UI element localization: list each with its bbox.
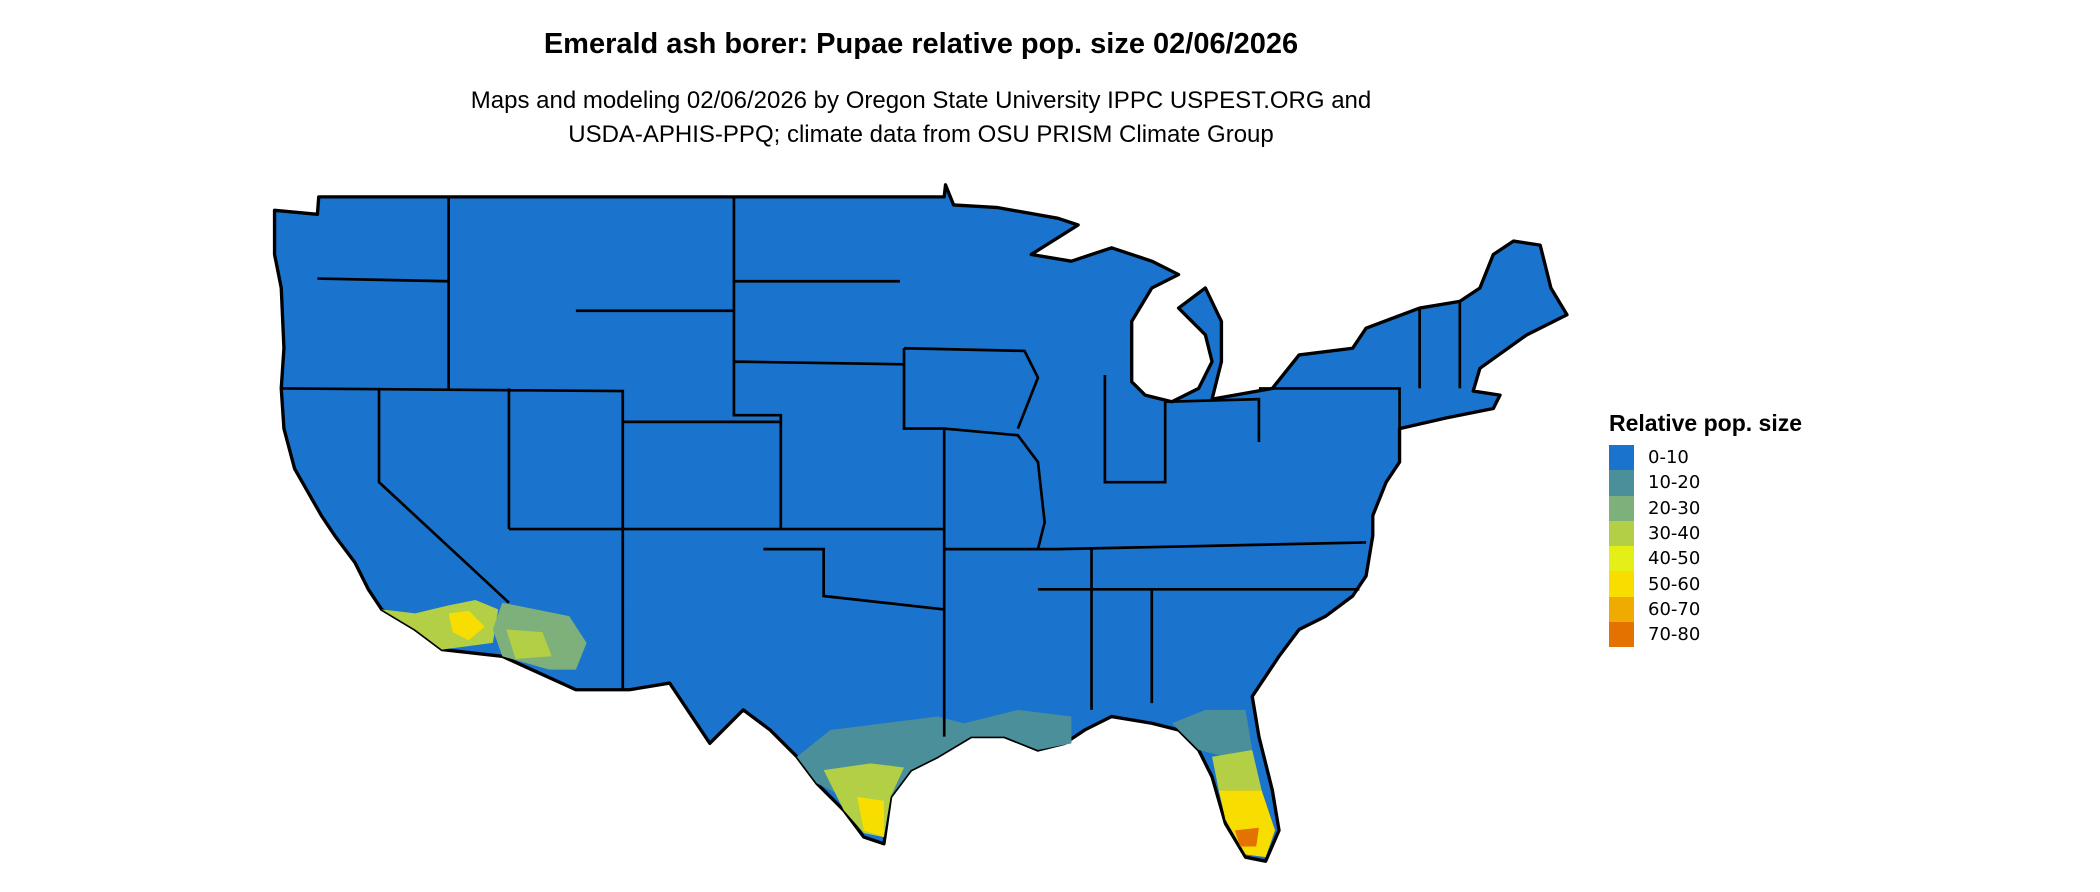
subtitle-line-2: USDA-APHIS-PPQ; climate data from OSU PR… xyxy=(568,121,1274,148)
legend: Relative pop. size 0-10 10-20 20-30 30-40 40… xyxy=(1609,410,1803,648)
us-outline xyxy=(272,183,1569,863)
legend-label: 30-40 xyxy=(1648,523,1701,545)
legend-label: 50-60 xyxy=(1648,573,1701,595)
map-title: Emerald ash borer: Pupae relative pop. s… xyxy=(543,28,1299,60)
legend-item: 40-50 xyxy=(1609,546,1802,572)
patch-fl-south xyxy=(1218,790,1275,858)
legend-item: 70-80 xyxy=(1609,622,1802,648)
legend-label: 70-80 xyxy=(1648,624,1701,646)
legend-item: 60-70 xyxy=(1609,596,1802,623)
patch-fl-north xyxy=(1171,709,1253,757)
legend-swatch xyxy=(1609,495,1634,521)
legend-label: 0-10 xyxy=(1648,447,1689,469)
legend-swatch xyxy=(1609,546,1634,572)
patch-ca-desert xyxy=(448,610,485,641)
patch-az-hot xyxy=(506,629,552,659)
map-subtitle: Maps and modeling 02/06/2026 by Oregon S… xyxy=(0,84,1842,152)
legend-label: 60-70 xyxy=(1648,598,1701,620)
legend-item: 0-10 xyxy=(1609,445,1802,471)
patch-tx-tip xyxy=(857,796,884,838)
legend-swatch xyxy=(1609,520,1634,547)
legend-label: 10-20 xyxy=(1648,472,1701,494)
legend-swatch xyxy=(1609,470,1634,496)
patch-fl-mid xyxy=(1212,750,1262,791)
legend-swatch xyxy=(1609,622,1634,648)
legend-label: 20-30 xyxy=(1648,497,1701,519)
state-borders xyxy=(281,196,1462,737)
subtitle-line-1: Maps and modeling 02/06/2026 by Oregon S… xyxy=(470,87,1372,114)
legend-swatch xyxy=(1609,445,1634,471)
pop-size-southern-patches xyxy=(381,600,1275,858)
patch-fl-tip xyxy=(1234,827,1259,847)
legend-item: 20-30 xyxy=(1609,495,1802,521)
legend-label: 40-50 xyxy=(1648,548,1701,570)
legend-swatch xyxy=(1609,596,1634,623)
legend-swatch xyxy=(1609,571,1634,597)
legend-item: 50-60 xyxy=(1609,571,1802,597)
legend-item: 30-40 xyxy=(1609,520,1802,547)
legend-title: Relative pop. size xyxy=(1609,410,1803,436)
legend-item: 10-20 xyxy=(1609,470,1802,496)
